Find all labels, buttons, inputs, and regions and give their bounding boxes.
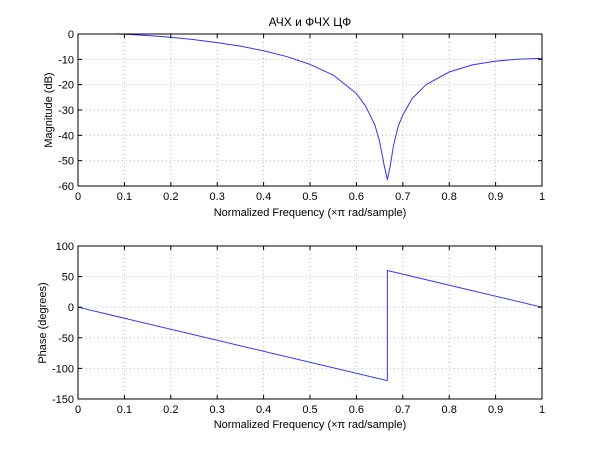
- magnitude-xtick-label: 0: [75, 191, 81, 203]
- phase-ytick-label: -100: [52, 363, 74, 375]
- phase-ytick-label: -150: [52, 394, 74, 406]
- magnitude-ytick-label: -20: [58, 80, 74, 92]
- phase-xlabel: Normalized Frequency (×π rad/sample): [214, 419, 407, 431]
- magnitude-series-line: [115, 33, 543, 181]
- magnitude-ytick-label: -30: [58, 105, 74, 117]
- magnitude-ticks: 0 0.1 0.2 0.3 0.4 0.5 0.6 0.7 0.8 0.9 1 0 -10 -20 -30 -…: [58, 29, 545, 203]
- phase-xtick-label: 0.3: [210, 404, 225, 416]
- phase-xtick-label: 0.7: [395, 404, 410, 416]
- magnitude-ytick-label: -10: [58, 54, 74, 66]
- magnitude-ylabel: Magnitude (dB): [43, 72, 55, 147]
- magnitude-xtick-label: 0.8: [442, 191, 457, 203]
- magnitude-xtick-label: 0.3: [210, 191, 225, 203]
- phase-ticks: 0 0.1 0.2 0.3 0.4 0.5 0.6 0.7 0.8 0.9 1 100 50 0 -50 -1…: [52, 241, 545, 416]
- magnitude-xtick-label: 0.5: [302, 191, 317, 203]
- magnitude-ytick-label: 0: [68, 29, 74, 41]
- magnitude-grid: [78, 34, 542, 186]
- phase-xtick-label: 0.5: [302, 404, 317, 416]
- magnitude-ytick-label: -50: [58, 156, 74, 168]
- magnitude-xtick-label: 0.1: [117, 191, 132, 203]
- phase-ylabel: Phase (degrees): [37, 282, 49, 363]
- magnitude-axes: 0 0.1 0.2 0.3 0.4 0.5 0.6 0.7 0.8 0.9 1 0 -10 -20 -30 -…: [43, 29, 545, 219]
- magnitude-xtick-label: 0.2: [163, 191, 178, 203]
- phase-xtick-label: 0.2: [163, 404, 178, 416]
- magnitude-xtick-label: 0.4: [256, 191, 271, 203]
- phase-ytick-label: 0: [68, 302, 74, 314]
- magnitude-xtick-label: 1: [539, 191, 545, 203]
- magnitude-ytick-label: -60: [58, 181, 74, 193]
- phase-xtick-label: 0.9: [488, 404, 503, 416]
- magnitude-xlabel: Normalized Frequency (×π rad/sample): [214, 207, 407, 219]
- phase-xtick-label: 0.1: [117, 404, 132, 416]
- phase-xtick-label: 0.4: [256, 404, 271, 416]
- magnitude-xtick-label: 0.6: [349, 191, 364, 203]
- phase-xtick-label: 1: [539, 404, 545, 416]
- phase-ytick-label: -50: [58, 333, 74, 345]
- phase-xtick-label: 0.6: [349, 404, 364, 416]
- magnitude-xtick-label: 0.7: [395, 191, 410, 203]
- magnitude-ytick-label: -40: [58, 130, 74, 142]
- phase-xtick-label: 0.8: [442, 404, 457, 416]
- phase-series-line: [77, 269, 543, 382]
- figure-title: АЧХ и ФЧХ ЦФ: [269, 15, 352, 29]
- phase-ytick-label: 50: [62, 272, 74, 284]
- phase-ytick-label: 100: [56, 241, 74, 253]
- phase-axes: 0 0.1 0.2 0.3 0.4 0.5 0.6 0.7 0.8 0.9 1 100 50 0 -50 -1…: [37, 241, 545, 431]
- magnitude-series: [115, 33, 543, 181]
- magnitude-xtick-label: 0.9: [488, 191, 503, 203]
- phase-xtick-label: 0: [75, 404, 81, 416]
- phase-series: [77, 269, 543, 382]
- phase-grid: [78, 246, 542, 399]
